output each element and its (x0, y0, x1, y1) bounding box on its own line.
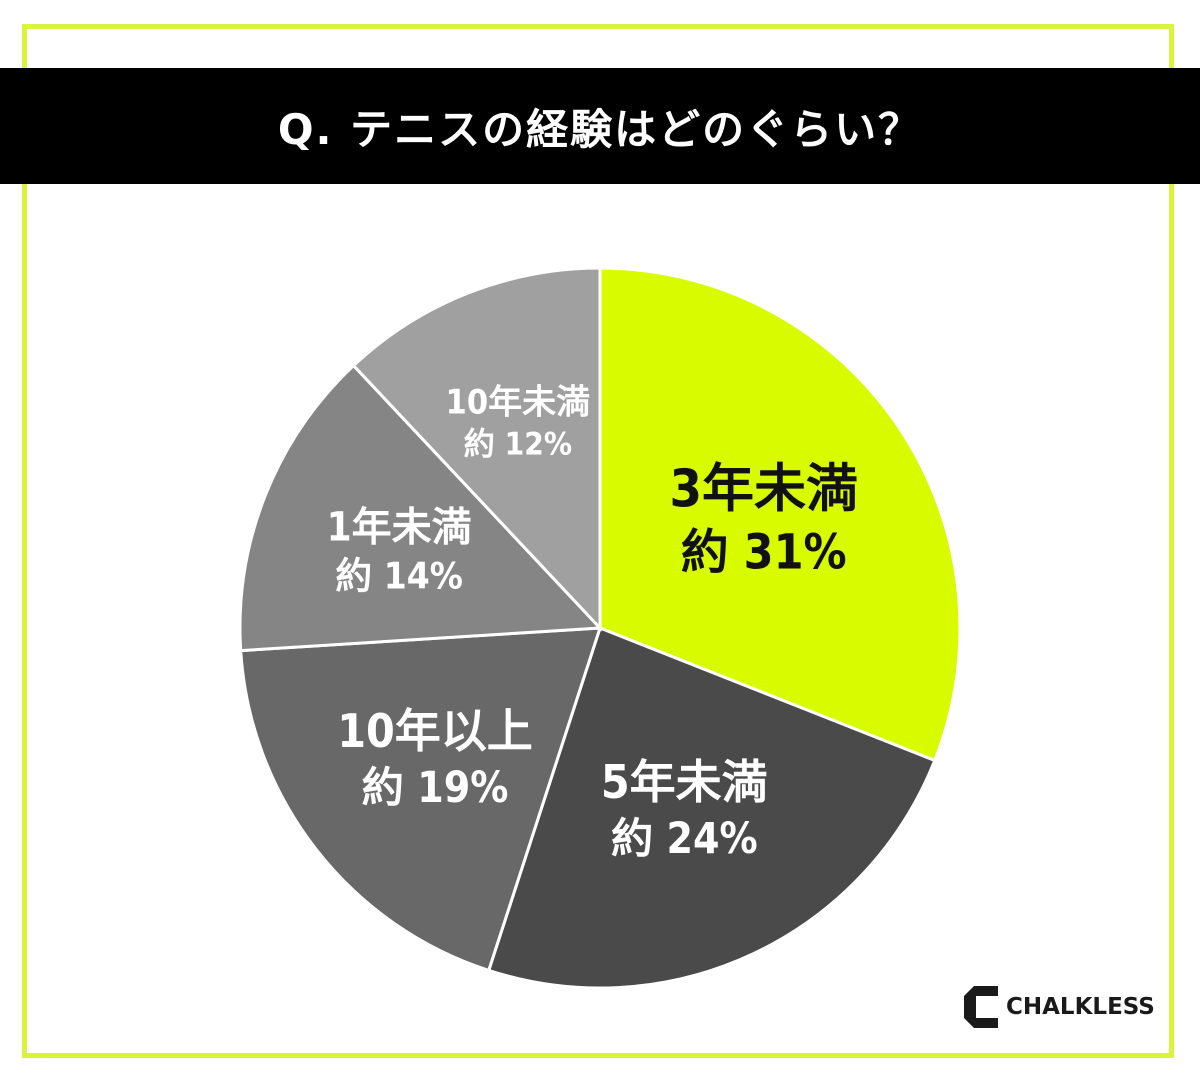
slice-value-1: 約 31% (681, 526, 847, 581)
slice-label-2: 5年未満 (601, 755, 768, 809)
slice-value-4: 約 14% (335, 554, 463, 597)
slice-label-1: 3年未満 (669, 459, 858, 519)
pie-slice-1 (598, 266, 962, 763)
slice-value-5: 約 12% (464, 426, 572, 462)
pie-slice-4 (238, 363, 604, 653)
pie-slice-2 (486, 626, 937, 990)
title-bar: Q. テニスの経験はどのぐらい？ (0, 68, 1200, 184)
slice-value-2: 約 24% (611, 814, 758, 863)
chart-title: Q. テニスの経験はどのぐらい？ (277, 104, 923, 154)
chalkless-logo-icon (964, 986, 998, 1028)
slice-label-3: 10年以上 (337, 704, 533, 758)
slice-label-5: 10年未満 (446, 383, 591, 423)
brand-logo: CHALKLESS (960, 984, 1155, 1030)
slice-value-3: 約 19% (362, 763, 509, 812)
chart-border-frame (22, 24, 1174, 1058)
slice-label-4: 1年未満 (327, 504, 472, 550)
pie-slice-3 (239, 626, 603, 973)
pie-slice-5 (351, 266, 602, 632)
brand-name: CHALKLESS (1006, 994, 1155, 1020)
